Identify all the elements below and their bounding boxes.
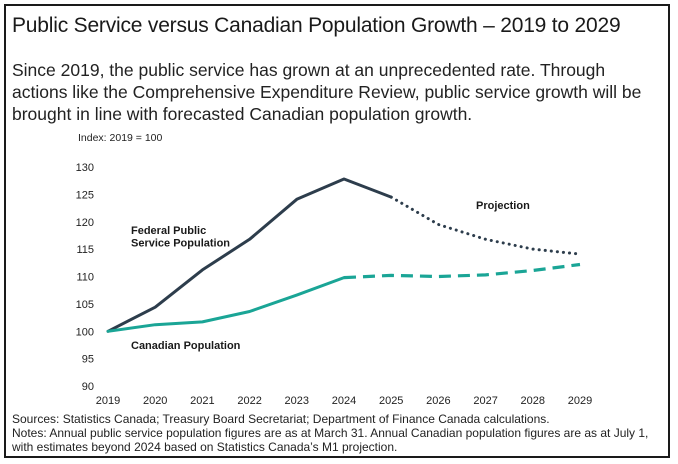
x-tick-label: 2019: [96, 395, 120, 407]
series-line-actual-0: [106, 177, 393, 333]
x-tick-label: 2020: [143, 395, 167, 407]
sources-text: Sources: Statistics Canada; Treasury Boa…: [12, 412, 550, 426]
y-tick-label: 95: [82, 354, 94, 366]
series-line-actual-1: [106, 276, 346, 333]
x-tick-label: 2025: [379, 395, 403, 407]
chart-subtitle: Since 2019, the public service has grown…: [12, 60, 642, 124]
series-label-federal: Service Population: [131, 238, 230, 250]
y-tick-label: 130: [76, 162, 94, 174]
y-axis-label: Index: 2019 = 100: [78, 132, 163, 144]
x-tick-label: 2024: [332, 395, 356, 407]
y-tick-label: 100: [76, 326, 94, 338]
y-tick-label: 125: [76, 189, 94, 201]
notes-text: Notes: Annual public service population …: [12, 426, 649, 454]
y-tick-label: 105: [76, 299, 94, 311]
x-tick-label: 2029: [568, 395, 592, 407]
y-tick-label: 90: [82, 381, 94, 393]
series-line-projection-1: [343, 262, 581, 280]
projection-annotation: Projection: [476, 200, 530, 212]
series-label-federal: Federal Public: [131, 225, 206, 237]
x-tick-label: 2021: [190, 395, 214, 407]
x-tick-label: 2027: [473, 395, 497, 407]
series-label-canadian: Canadian Population: [131, 340, 241, 352]
series-line-projection-0: [389, 195, 582, 256]
y-tick-label: 115: [76, 244, 94, 256]
x-tick-label: 2026: [426, 395, 450, 407]
chart-notes: Sources: Statistics Canada; Treasury Boa…: [12, 412, 660, 454]
x-tick-label: 2028: [521, 395, 545, 407]
y-tick-label: 110: [76, 272, 94, 284]
x-tick-label: 2023: [285, 395, 309, 407]
x-tick-label: 2022: [237, 395, 261, 407]
chart-frame: [4, 4, 670, 458]
y-tick-label: 120: [76, 217, 94, 229]
chart-title: Public Service versus Canadian Populatio…: [12, 14, 621, 37]
